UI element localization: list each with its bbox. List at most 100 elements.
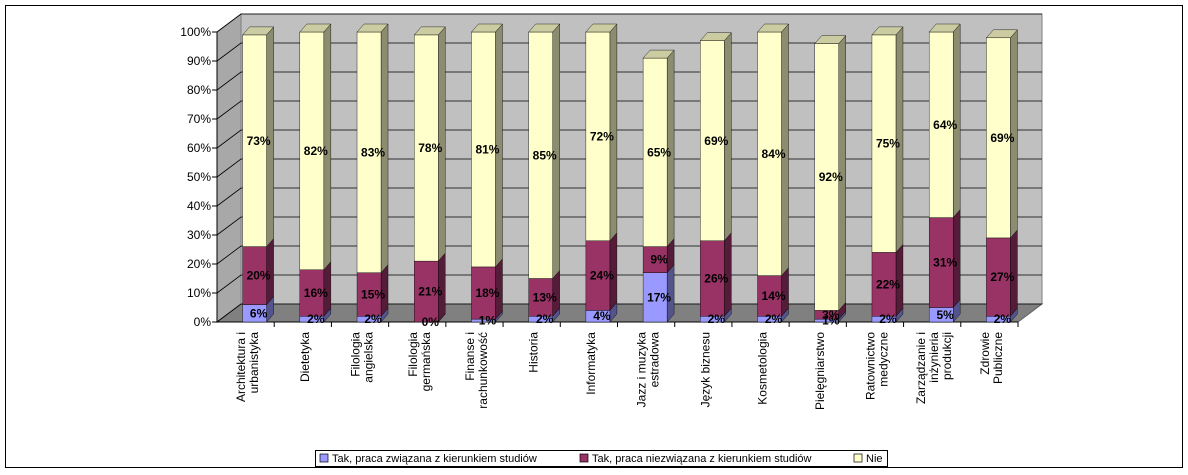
bar [585, 240, 611, 311]
y-tick-label: 90% [187, 54, 211, 68]
bar-segment [928, 23, 961, 219]
data-label: 78% [418, 141, 442, 155]
bar-segment [585, 23, 618, 242]
bar-segment [528, 23, 561, 280]
data-label: 27% [990, 270, 1014, 284]
data-label: 2% [765, 312, 783, 326]
category-label: Historia [527, 332, 541, 373]
bar [757, 31, 782, 276]
data-label: 17% [647, 290, 671, 304]
data-label: 2% [994, 312, 1012, 326]
data-label: 3% [822, 308, 840, 322]
plot-area: 0% 10% 20% 30% 40% 50% 60% 70% 80% 90% 100% Archite… [180, 13, 1044, 410]
category-label: Informatyka [584, 332, 598, 395]
data-label: 18% [475, 286, 499, 300]
data-label: 72% [590, 129, 614, 143]
y-tick-label: 40% [187, 199, 211, 213]
category-label: Zarządzanie iinżynieriaprodukcji [914, 332, 954, 404]
data-label: 9% [650, 253, 668, 267]
bar-segment [528, 269, 560, 317]
category-label: Filologiagermańska [406, 332, 433, 392]
bar-segment [642, 238, 675, 274]
bar [242, 246, 267, 305]
data-label: 2% [307, 312, 325, 326]
data-label: 84% [762, 147, 786, 161]
data-label: 1% [479, 314, 497, 328]
category-label: Język biznesu [698, 332, 712, 407]
bar-segment [299, 23, 332, 271]
data-label: 1% [822, 314, 840, 328]
bar-segment [814, 35, 847, 311]
bar [299, 31, 325, 271]
bar-segment [356, 23, 389, 274]
bar-segment [757, 23, 789, 277]
data-label: 14% [762, 289, 786, 303]
legend-label-1: Tak, praca związana z kierunkiem studiów [332, 453, 537, 465]
bar-segment [585, 232, 618, 311]
bar [642, 272, 668, 323]
legend-label-3: Nie [866, 453, 883, 465]
category-label: ZdrowiePubliczne [978, 332, 1005, 384]
data-label: 92% [819, 170, 843, 184]
bar [928, 31, 954, 218]
bar-segment [985, 29, 1018, 239]
y-tick-label: 30% [187, 228, 211, 242]
category-label: Kosmetologia [756, 332, 770, 405]
data-label: 22% [876, 277, 900, 291]
legend: Tak, praca związana z kierunkiem studiów… [315, 450, 888, 467]
data-label: 20% [247, 269, 271, 283]
data-label: 2% [364, 312, 382, 326]
y-tick-label: 0% [194, 315, 212, 329]
y-tick-label: 80% [187, 83, 211, 97]
bar-segment [642, 49, 675, 248]
bar [642, 246, 668, 273]
bar [986, 37, 1011, 239]
data-label: 69% [990, 131, 1014, 145]
bar [700, 40, 725, 242]
bar [642, 57, 668, 247]
bar [356, 272, 382, 317]
bar [871, 34, 897, 253]
data-label: 24% [590, 269, 614, 283]
bar [299, 269, 325, 317]
y-tick-label: 70% [187, 112, 211, 126]
legend-swatch-3 [853, 453, 863, 463]
y-tick-label: 50% [187, 170, 211, 184]
legend-box [315, 450, 888, 467]
bar-segment [414, 252, 446, 323]
data-label: 64% [933, 118, 957, 132]
category-label: Architektura iurbanistyka [234, 332, 261, 402]
legend-swatch-2 [579, 453, 589, 463]
bar-segment [356, 264, 389, 317]
category-label: Filologiaangielska [349, 332, 376, 383]
data-label: 83% [361, 145, 385, 159]
data-label: 65% [647, 145, 671, 159]
y-tick-label: 10% [187, 286, 211, 300]
bar-segment [242, 26, 275, 248]
gridline [216, 13, 1042, 33]
bar-segment [757, 267, 789, 317]
bar-segment [299, 261, 332, 317]
bar [871, 252, 897, 317]
data-label: 6% [250, 306, 268, 320]
category-label: Dietetyka [298, 332, 312, 382]
bar [757, 275, 782, 317]
data-label: 0% [422, 315, 440, 329]
bar-segment [699, 32, 732, 242]
bar-segment [242, 296, 274, 323]
data-label: 13% [533, 290, 557, 304]
bar-segment [413, 26, 446, 262]
data-label: 26% [704, 272, 728, 286]
data-label: 16% [304, 286, 328, 300]
bar-segment [700, 232, 732, 317]
data-label: 4% [593, 309, 611, 323]
category-label: Ratownictwomedyczne [863, 332, 890, 400]
data-label: 2% [879, 312, 897, 326]
bar-segment [986, 229, 1018, 317]
category-label: Jazz i muzykaestradowa [635, 332, 662, 408]
y-tick-label: 60% [187, 141, 211, 155]
bar [356, 31, 382, 273]
bar-segment [642, 264, 675, 323]
bar [471, 266, 496, 320]
